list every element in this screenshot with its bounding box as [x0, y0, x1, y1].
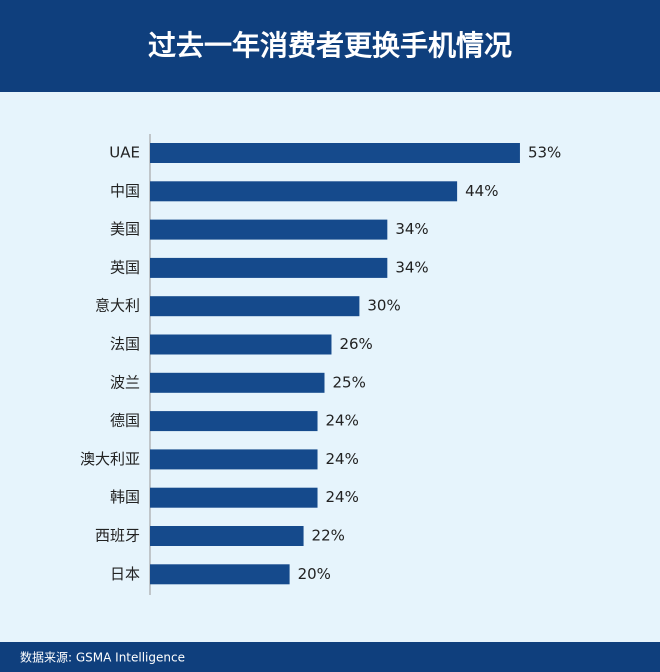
category-label: 日本 — [110, 565, 140, 583]
value-label: 24% — [326, 488, 359, 506]
category-label: 意大利 — [95, 297, 140, 315]
category-label: 中国 — [110, 182, 140, 200]
chart-title: 过去一年消费者更换手机情况 — [148, 29, 512, 62]
value-label: 24% — [326, 450, 359, 468]
category-label: 德国 — [110, 412, 140, 430]
bar — [150, 296, 360, 317]
value-label: 53% — [528, 144, 561, 162]
category-label: 澳大利亚 — [80, 450, 140, 468]
bar — [150, 372, 325, 393]
category-label: 韩国 — [110, 488, 140, 506]
category-label: 西班牙 — [95, 527, 140, 545]
source-note: 数据来源: GSMA Intelligence — [20, 650, 185, 665]
bar — [150, 257, 388, 278]
bar — [150, 411, 318, 432]
bar — [150, 487, 318, 508]
bar — [150, 219, 388, 240]
value-label: 34% — [395, 220, 428, 238]
bar — [150, 334, 332, 355]
value-label: 44% — [465, 182, 498, 200]
value-label: 34% — [395, 258, 428, 276]
bar — [150, 526, 304, 546]
value-label: 20% — [298, 565, 331, 583]
category-label: 波兰 — [110, 373, 140, 391]
category-label: 法国 — [110, 335, 140, 353]
value-label: 24% — [326, 412, 359, 430]
bar — [150, 143, 520, 163]
header-band — [0, 0, 660, 92]
value-label: 26% — [339, 335, 372, 353]
category-label: 美国 — [110, 220, 140, 238]
value-label: 30% — [367, 297, 400, 315]
bar — [150, 181, 458, 202]
value-label: 22% — [312, 527, 345, 545]
bar — [150, 564, 290, 585]
category-label: 英国 — [110, 258, 140, 276]
bar — [150, 449, 318, 470]
value-label: 25% — [333, 373, 366, 391]
footer-band — [0, 642, 660, 672]
category-label: UAE — [109, 144, 140, 162]
